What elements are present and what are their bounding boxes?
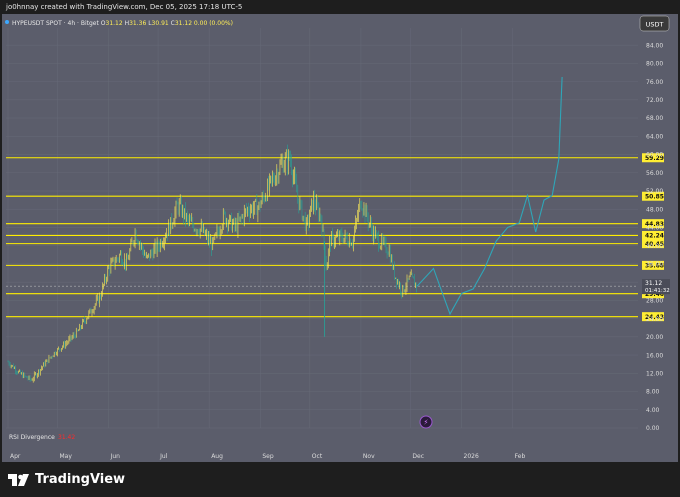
x-tick-label: May [59,453,72,460]
x-tick-label: Jun [110,453,121,460]
x-tick-label: Apr [10,453,21,460]
y-tick-label: 84.00 [646,42,663,49]
level-label-bg [642,239,664,249]
x-tick-label: Nov [363,453,375,460]
x-tick-label: Feb [515,453,526,460]
level-label-bg [642,219,664,229]
event-icon[interactable]: ⚡ [419,415,433,429]
x-tick-label: Oct [312,453,323,460]
level-label-bg [642,312,664,322]
y-tick-label: 12.00 [646,371,663,378]
level-label-bg [642,153,664,163]
y-tick-label: 80.00 [646,61,663,68]
level-label: 50.85 [645,193,664,200]
x-tick-label: 2026 [464,453,479,460]
time-axis[interactable]: Apr May Jun Jul Aug Sep Oct Nov Dec 2026 Feb [10,453,525,460]
legend-dot-icon [5,20,9,24]
y-tick-label: 52.00 [646,188,663,195]
level-label-bg [642,191,664,201]
level-label: 42.24 [645,233,664,240]
level-label: 59.29 [645,155,664,162]
level-label: 44.83 [645,221,664,228]
credit-text: jo0hnnay created with TradingView.com, D… [6,3,243,11]
y-tick-label: 16.00 [646,352,663,359]
y-tick-label: 48.00 [646,206,663,213]
indicator-name: RSI Divergence [9,434,55,441]
price-axis[interactable]: 0.004.008.0012.0016.0020.0024.0028.0032.… [642,42,670,432]
y-tick-label: 0.00 [646,425,660,432]
legend-symbol: HYPEUSDT SPOT · 4h · Bitget O31.12 H31.3… [12,20,233,27]
y-tick-label: 28.00 [646,298,663,305]
y-tick-label: 60.00 [646,152,663,159]
x-tick-label: Dec [412,453,424,460]
y-tick-label: 8.00 [646,389,660,396]
brand-name: TradingView [35,472,126,487]
y-tick-label: 36.00 [646,261,663,268]
level-label: 29.46 [645,291,664,298]
svg-text:⚡: ⚡ [424,419,429,427]
y-tick-label: 68.00 [646,115,663,122]
y-tick-label: 20.00 [646,334,663,341]
y-tick-label: 64.00 [646,133,663,140]
candles [7,144,417,383]
level-label: 35.68 [645,263,664,270]
credit-bar: jo0hnnay created with TradingView.com, D… [0,0,680,14]
current-price-value: 31.12 [645,280,662,287]
projection-path [416,76,563,316]
tradingview-logo-icon [8,473,30,487]
y-tick-label: 56.00 [646,170,663,177]
projection-line [416,76,563,316]
footer-bar: TradingView [0,462,680,497]
symbol-legend: HYPEUSDT SPOT · 4h · Bitget O31.12 H31.3… [5,20,233,27]
level-label-bg [642,230,664,240]
currency-badge[interactable]: USDT [639,15,670,32]
tradingview-brand[interactable]: TradingView [8,472,125,487]
indicator-legend: RSI Divergence 31.42 [9,434,75,441]
indicator-value: 31.42 [58,434,75,441]
level-label: 24.43 [645,314,664,321]
countdown-value: 01:41:32 [645,288,670,294]
chart-panel[interactable]: 59.29 50.85 44.83 42.24 40.45 35.68 29.46 24.43… [2,14,678,462]
y-tick-label: 4.00 [646,407,660,414]
level-label-bg [642,260,664,270]
y-tick-label: 40.00 [646,243,663,250]
level-label: 40.45 [645,241,664,248]
x-tick-label: Aug [211,453,223,460]
currency-badge-label: USDT [646,21,664,29]
x-tick-label: Jul [159,453,168,460]
y-tick-label: 72.00 [646,97,663,104]
y-tick-label: 44.00 [646,225,663,232]
current-price-tag [642,279,670,295]
y-tick-label: 24.00 [646,316,663,323]
y-tick-label: 76.00 [646,79,663,86]
x-tick-label: Sep [262,453,274,460]
